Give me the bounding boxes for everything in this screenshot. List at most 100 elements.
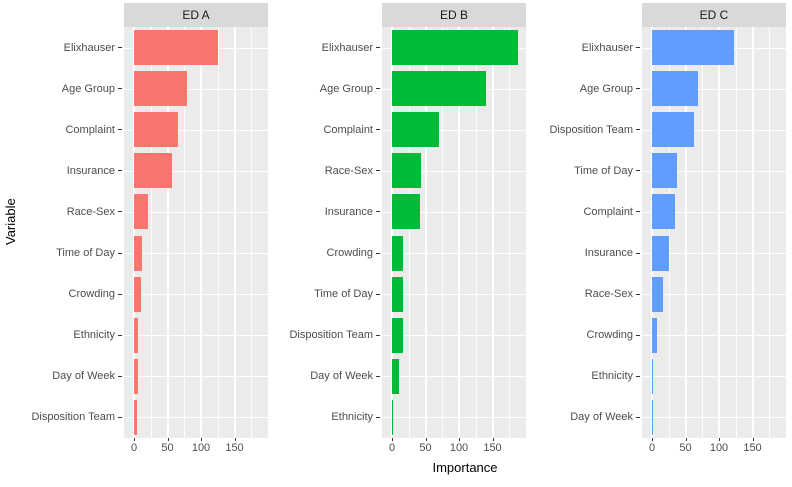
importance-bar-crowding (134, 276, 141, 312)
category-label-row: Ethnicity (268, 397, 382, 438)
category-label: Complaint (583, 205, 633, 218)
category-label-row: Elixhauser (268, 27, 382, 68)
importance-bar-insurance (392, 194, 421, 230)
major-gridline (200, 27, 202, 438)
y-tick-mark (118, 293, 122, 295)
x-tick-mark (752, 438, 754, 441)
x-tick-mark (719, 438, 720, 441)
y-tick-mark (118, 211, 122, 213)
importance-bar-age-group (392, 71, 487, 107)
bar-row (642, 356, 786, 397)
y-axis-title: Variable (3, 198, 18, 246)
x-tick-mark (392, 438, 393, 441)
y-tick-mark (118, 252, 122, 254)
y-tick-mark (376, 252, 380, 254)
category-label-row: Age Group (268, 68, 382, 109)
major-gridline (651, 27, 653, 438)
plot-panel (124, 27, 268, 438)
facet-ed-b: ED B Elixhauser Age Group Complaint Race-Sex… (268, 3, 526, 456)
bar-row (382, 109, 526, 150)
category-label-row: Age Group (21, 68, 124, 109)
bar-row (642, 191, 786, 232)
y-tick-mark (118, 375, 122, 377)
major-gridline (233, 27, 236, 438)
facet-ed-a: ED A Elixhauser Age Group Complaint Insuranc… (21, 3, 268, 456)
bar-row (382, 150, 526, 191)
category-label-row: Day of Week (526, 397, 642, 438)
category-label-row: Complaint (21, 109, 124, 150)
bar-row (382, 397, 526, 438)
category-gridline (124, 335, 268, 337)
importance-bar-elixhauser (392, 30, 518, 66)
category-label-row: Ethnicity (21, 315, 124, 356)
bar-row (642, 397, 786, 438)
bar-rows (382, 27, 526, 438)
category-label-row: Ethnicity (526, 356, 642, 397)
major-gridline (684, 27, 687, 438)
importance-bar-disposition-team (652, 112, 694, 148)
x-tick-mark (459, 438, 460, 441)
minor-gridline (509, 27, 511, 438)
category-label-row: Elixhauser (526, 27, 642, 68)
x-axis: 0 50 100 150 (124, 438, 268, 456)
importance-bar-disposition-team (392, 317, 403, 353)
category-gridline (642, 417, 786, 419)
category-label: Disposition Team (31, 411, 115, 424)
category-label-row: Insurance (526, 232, 642, 273)
x-tick-label: 150 (483, 442, 502, 454)
x-tick-mark (134, 438, 135, 441)
category-label-row: Disposition Team (268, 315, 382, 356)
category-axis-labels: Elixhauser Age Group Complaint Insurance Rac… (21, 27, 124, 438)
facets-container: ED A Elixhauser Age Group Complaint Insuranc… (21, 0, 786, 456)
bar-row (642, 109, 786, 150)
category-label-row: Crowding (526, 315, 642, 356)
facet-ed-c: ED C Elixhauser Age Group Disposition Team T… (526, 3, 786, 456)
x-tick-mark (492, 438, 494, 441)
facet-strip-label: ED A (124, 3, 268, 27)
y-tick-mark (118, 129, 122, 131)
category-gridline (642, 253, 786, 255)
importance-bar-complaint (392, 112, 439, 148)
category-label-row: Disposition Team (526, 109, 642, 150)
category-label: Insurance (584, 247, 633, 260)
x-tick-label: 50 (419, 442, 432, 454)
category-label: Age Group (579, 82, 633, 95)
importance-bar-day-of-week (392, 358, 400, 394)
y-tick-mark (636, 88, 640, 90)
importance-bar-disposition-team (134, 399, 137, 435)
bar-row (642, 27, 786, 68)
y-tick-mark (118, 170, 122, 172)
bar-row (642, 68, 786, 109)
category-label-row: Day of Week (21, 356, 124, 397)
category-gridline (124, 129, 268, 131)
bar-rows (124, 27, 268, 438)
y-tick-mark (636, 252, 640, 254)
minor-gridline (668, 27, 670, 438)
importance-bar-age-group (134, 71, 187, 107)
category-label-row: Time of Day (21, 232, 124, 273)
category-gridline (642, 170, 786, 172)
category-gridline (124, 211, 268, 213)
category-label: Insurance (66, 164, 115, 177)
bar-row (382, 232, 526, 273)
category-label: Insurance (324, 205, 373, 218)
importance-bar-race-sex (134, 194, 149, 230)
y-tick-mark (376, 211, 380, 213)
importance-bar-race-sex (392, 153, 421, 189)
importance-bar-race-sex (652, 276, 663, 312)
category-label-row: Insurance (268, 191, 382, 232)
importance-bar-complaint (134, 112, 178, 148)
category-label: Day of Week (570, 411, 633, 424)
y-tick-mark (376, 334, 380, 336)
importance-bar-complaint (652, 194, 675, 230)
category-label: Disposition Team (549, 123, 633, 136)
x-tick-label: 100 (191, 442, 211, 454)
x-tick-mark (167, 438, 169, 441)
bar-row (124, 150, 268, 191)
category-label: Age Group (61, 82, 115, 95)
category-gridline (642, 376, 786, 378)
bar-row (382, 191, 526, 232)
minor-gridline (475, 27, 477, 438)
bar-row (382, 315, 526, 356)
x-axis: 0 50 100 150 (382, 438, 526, 456)
